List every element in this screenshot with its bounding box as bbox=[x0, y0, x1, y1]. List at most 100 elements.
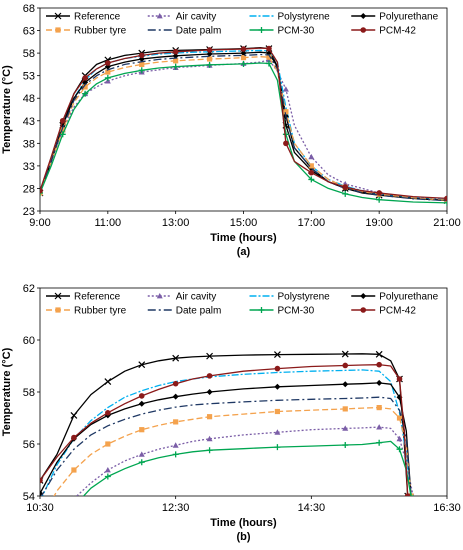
series-line-air-cavity bbox=[75, 426, 414, 496]
point-pcm-30 bbox=[376, 196, 383, 203]
legend-label-date-palm: Date palm bbox=[176, 306, 222, 317]
point-pcm-42 bbox=[82, 75, 88, 81]
point-air-cavity bbox=[274, 429, 281, 435]
series-line-pcm-30 bbox=[40, 62, 447, 204]
point-pcm-42 bbox=[40, 477, 43, 484]
point-rubber-tyre bbox=[173, 58, 179, 64]
y-tick-label: 63 bbox=[23, 26, 35, 38]
point-pcm-30 bbox=[282, 131, 289, 138]
y-tick-label: 28 bbox=[23, 183, 35, 195]
point-rubber-tyre bbox=[60, 127, 66, 133]
point-pcm-42 bbox=[376, 361, 382, 368]
point-polyurethane bbox=[206, 51, 213, 58]
point-air-cavity bbox=[282, 86, 289, 92]
point-rubber-tyre bbox=[342, 406, 348, 412]
legend-label-air-cavity: Air cavity bbox=[176, 12, 217, 23]
point-rubber-tyre bbox=[376, 405, 382, 411]
legend-label-reference: Reference bbox=[74, 12, 121, 23]
y-axis-label: Temperature (°C) bbox=[1, 65, 13, 154]
legend-marker-reference bbox=[54, 292, 62, 300]
legend-label-pcm-42: PCM-42 bbox=[379, 26, 416, 37]
point-pcm-30 bbox=[308, 176, 315, 183]
point-pcm-42 bbox=[172, 380, 179, 387]
legend-marker-air-cavity bbox=[156, 13, 163, 19]
series-line-pcm-42 bbox=[40, 47, 447, 200]
series-line-polystyrene bbox=[40, 49, 447, 201]
point-pcm-30 bbox=[444, 199, 447, 206]
y-tick-label: 48 bbox=[23, 93, 35, 105]
point-pcm-42 bbox=[240, 46, 247, 52]
point-air-cavity bbox=[138, 451, 145, 457]
point-polyurethane bbox=[138, 400, 145, 407]
point-pcm-42 bbox=[404, 493, 411, 496]
point-rubber-tyre bbox=[206, 56, 213, 62]
series-line-date-palm bbox=[40, 396, 412, 496]
chart-caption: (b) bbox=[236, 531, 250, 543]
point-pcm-30 bbox=[104, 74, 111, 81]
point-polyurethane bbox=[40, 490, 43, 496]
y-tick-label: 43 bbox=[23, 116, 35, 128]
plot-frame bbox=[39, 7, 448, 212]
point-rubber-tyre bbox=[266, 54, 272, 60]
point-rubber-tyre bbox=[105, 441, 111, 447]
point-pcm-30 bbox=[376, 439, 383, 446]
point-rubber-tyre bbox=[37, 519, 42, 524]
y-tick-label: 62 bbox=[23, 283, 35, 295]
point-pcm-30 bbox=[172, 63, 179, 70]
series-line-date-palm bbox=[40, 53, 447, 202]
point-pcm-30 bbox=[342, 442, 349, 449]
legend-marker-polyurethane bbox=[360, 13, 367, 19]
point-pcm-42 bbox=[105, 60, 111, 66]
point-reference bbox=[375, 350, 383, 358]
point-pcm-30 bbox=[40, 189, 43, 196]
legend-marker-pcm-30 bbox=[258, 307, 265, 313]
legend-label-date-palm: Date palm bbox=[176, 26, 222, 37]
point-pcm-42 bbox=[444, 195, 447, 202]
point-pcm-30 bbox=[240, 60, 247, 67]
point-pcm-30 bbox=[206, 61, 213, 68]
point-air-cavity bbox=[172, 442, 179, 448]
point-reference bbox=[172, 354, 180, 362]
y-tick-label: 23 bbox=[23, 206, 35, 218]
x-tick-label: 13:00 bbox=[162, 217, 190, 229]
y-tick-label: 38 bbox=[23, 138, 35, 150]
point-rubber-tyre bbox=[274, 408, 281, 415]
y-tick-label: 33 bbox=[23, 161, 35, 173]
legend-label-rubber-tyre: Rubber tyre bbox=[74, 26, 127, 37]
point-pcm-42 bbox=[266, 45, 272, 52]
point-pcm-42 bbox=[308, 169, 315, 176]
point-rubber-tyre bbox=[173, 419, 179, 425]
point-pcm-30 bbox=[138, 459, 145, 466]
point-reference bbox=[138, 361, 146, 369]
point-pcm-30 bbox=[71, 503, 77, 509]
x-axis-label: Time (hours) bbox=[210, 232, 277, 244]
point-pcm-42 bbox=[206, 47, 213, 53]
y-tick-label: 58 bbox=[23, 48, 35, 60]
point-rubber-tyre bbox=[71, 467, 77, 473]
series-line-rubber-tyre bbox=[40, 56, 447, 201]
legend-marker-polyurethane bbox=[360, 293, 367, 299]
series-line-rubber-tyre bbox=[53, 406, 412, 496]
point-air-cavity bbox=[396, 435, 403, 442]
point-pcm-42 bbox=[396, 376, 403, 382]
point-polyurethane bbox=[274, 383, 281, 390]
legend-marker-rubber-tyre bbox=[55, 27, 61, 33]
chart-a: 23 28 33 38 43 48 53 58 63 68 9:00 11:00 13:00 15:00 1… bbox=[1, 3, 461, 258]
x-tick-label: 14:30 bbox=[298, 502, 326, 514]
y-axis-label: Temperature (°C) bbox=[1, 347, 13, 436]
series-layer bbox=[37, 350, 415, 524]
point-rubber-tyre bbox=[308, 163, 314, 169]
point-rubber-tyre bbox=[105, 69, 111, 75]
legend-label-polyurethane: Polyurethane bbox=[379, 292, 438, 303]
legend-label-pcm-42: PCM-42 bbox=[379, 306, 416, 317]
point-reference bbox=[341, 350, 349, 358]
point-pcm-42 bbox=[206, 373, 213, 379]
legend-marker-pcm-30 bbox=[258, 27, 265, 33]
point-rubber-tyre bbox=[396, 415, 403, 421]
legend-marker-rubber-tyre bbox=[55, 307, 61, 313]
y-tick-label: 54 bbox=[23, 491, 35, 503]
point-pcm-30 bbox=[104, 473, 111, 480]
point-pcm-30 bbox=[408, 493, 415, 496]
x-tick-label: 15:00 bbox=[230, 217, 258, 229]
